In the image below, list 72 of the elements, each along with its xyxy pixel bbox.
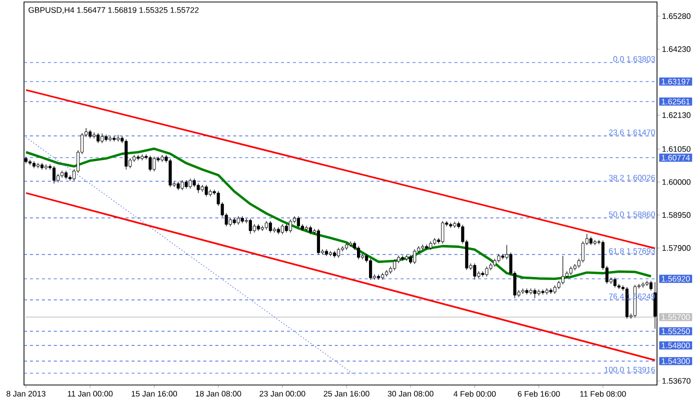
candlestick — [196, 182, 200, 194]
y-tick-label: 1.64230 — [662, 46, 690, 52]
candlestick — [288, 219, 292, 233]
candlestick — [581, 241, 584, 263]
x-tick-label: 11 Jan 00:00 — [68, 390, 113, 397]
x-tick-label: 15 Jan 16:00 — [132, 390, 178, 397]
candlestick — [641, 282, 645, 288]
x-tick-label: 25 Jan 16:00 — [324, 390, 370, 397]
ref-line-label: 1.56920 — [662, 276, 690, 282]
candlestick — [369, 258, 372, 280]
candlestick — [393, 259, 396, 271]
candlestick — [441, 220, 444, 244]
candlestick — [188, 178, 192, 189]
y-tick-label: 1.53670 — [662, 378, 690, 384]
candlestick — [316, 228, 320, 255]
candlestick — [44, 164, 48, 170]
candlestick — [409, 254, 412, 264]
candlestick — [340, 246, 344, 252]
candlestick — [204, 184, 208, 197]
x-tick-label: 11 Feb 08:00 — [580, 390, 626, 397]
candlestick — [485, 266, 488, 277]
y-tick-label: 1.65280 — [662, 13, 690, 19]
y-tick-label: 1.60000 — [662, 179, 690, 185]
annotation: 50.0 1.58860 — [608, 211, 655, 218]
candlestick — [473, 263, 476, 280]
ref-line-label: 1.55250 — [662, 328, 690, 334]
candlestick — [152, 156, 156, 172]
ref-line-label: 1.55700 — [662, 314, 690, 320]
ref-line-label: 1.60774 — [662, 154, 690, 161]
candlestick — [357, 246, 360, 260]
candlestick — [533, 288, 536, 299]
candlestick — [96, 132, 100, 144]
y-tick-label: 1.61050 — [662, 146, 690, 152]
candlestick — [304, 225, 308, 232]
x-tick-label: 6 Feb 16:00 — [518, 390, 560, 397]
text: GBPUSD,H4 1.56477 1.56819 1.55325 1.55722 — [28, 7, 199, 14]
x-tick-label: 8 Jan 2013 — [6, 390, 46, 397]
y-tick-label: 1.62130 — [662, 112, 690, 118]
annotation: 0.0 1.63803 — [613, 56, 655, 62]
candlestick — [328, 250, 332, 256]
annotation: 100.0 1.53916 — [604, 366, 655, 372]
candlestick — [180, 180, 184, 190]
annotation: 61.8 1.57693 — [609, 248, 655, 254]
ref-line-label: 1.63197 — [662, 78, 690, 84]
annotation: 23.6 1.61470 — [609, 129, 655, 136]
candlestick — [561, 256, 564, 285]
annotation: 38.2 1.60026 — [608, 174, 655, 181]
candlestick — [280, 224, 284, 234]
candlestick — [36, 162, 40, 169]
y-tick-label: 1.58950 — [662, 212, 690, 218]
candlestick — [248, 218, 252, 234]
candlestick — [613, 277, 616, 288]
candlestick — [296, 216, 300, 228]
x-tick-label: 4 Feb 00:00 — [454, 390, 496, 397]
candlestick — [336, 247, 340, 258]
ref-line-label: 1.62561 — [662, 98, 690, 104]
candlestick — [100, 133, 104, 144]
ref-line-label: 1.54800 — [662, 342, 690, 348]
candlestick — [268, 220, 272, 233]
x-tick-label: 18 Jan 08:00 — [196, 390, 242, 397]
candlestick — [413, 248, 416, 264]
candlestick — [348, 241, 352, 248]
candlestick — [28, 159, 32, 166]
candlestick — [649, 280, 653, 292]
candlestick — [645, 280, 649, 286]
x-tick-label: 23 Jan 00:00 — [260, 390, 306, 397]
candlestick — [377, 274, 380, 280]
candlestick — [148, 155, 152, 172]
x-tick-label: 30 Jan 08:00 — [388, 390, 434, 397]
y-tick-label: 1.57900 — [662, 245, 690, 251]
candlestick — [52, 166, 56, 184]
ref-line-label: 1.54300 — [662, 358, 690, 364]
